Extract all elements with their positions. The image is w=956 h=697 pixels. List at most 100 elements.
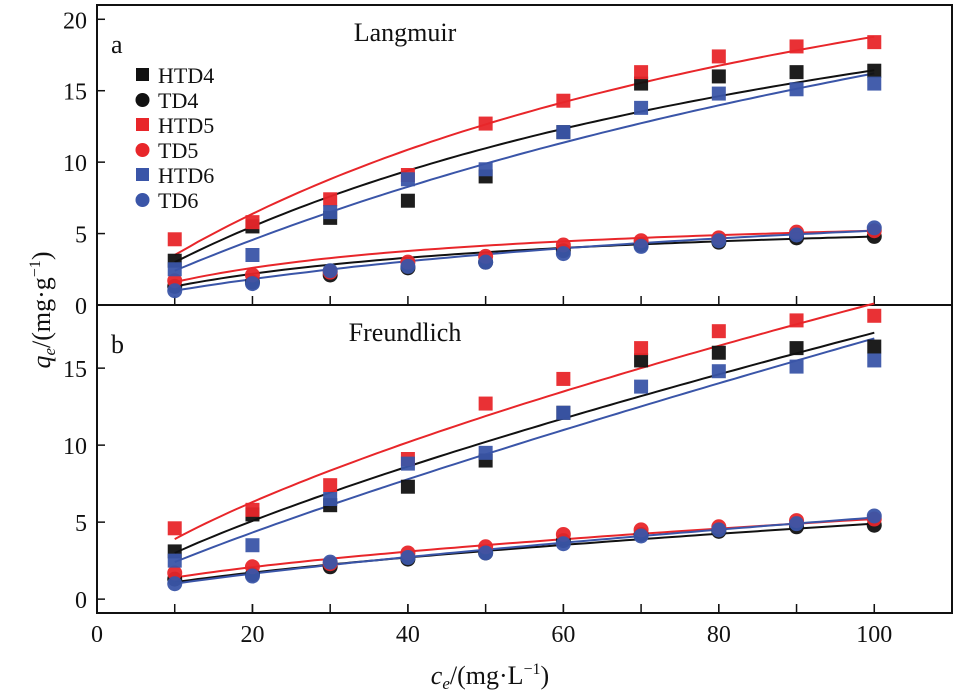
data-point <box>167 283 183 299</box>
y-tick-label: 15 <box>63 80 87 106</box>
data-point <box>478 396 493 411</box>
fit-curve-td6 <box>174 516 875 585</box>
data-point <box>789 313 804 328</box>
data-point <box>478 545 494 561</box>
data-point <box>245 502 260 517</box>
fit-curve-htd6 <box>174 337 875 564</box>
data-point <box>711 364 726 379</box>
data-point <box>478 116 493 131</box>
x-tick-label: 0 <box>91 622 103 648</box>
data-point <box>634 341 649 356</box>
legend-label: TD6 <box>158 188 198 213</box>
data-point <box>634 353 649 368</box>
data-point <box>478 445 493 460</box>
data-point <box>711 233 727 249</box>
y-tick-label: 0 <box>75 294 87 320</box>
data-point <box>245 538 260 553</box>
series-htd5 <box>167 35 882 247</box>
data-point <box>400 479 415 494</box>
data-point <box>556 371 571 386</box>
y-tick-label: 5 <box>75 223 87 249</box>
x-tick-label: 60 <box>551 622 575 648</box>
data-point <box>245 248 260 262</box>
fit-curve-td4 <box>174 522 875 584</box>
data-point <box>711 324 726 339</box>
y-tick-label: 20 <box>63 8 87 34</box>
y-axis-label: qe/(mg·g−1) <box>27 251 59 368</box>
legend-label: HTD6 <box>158 163 214 188</box>
data-point <box>400 456 415 471</box>
legend-label: TD5 <box>158 138 198 163</box>
data-point <box>478 254 494 270</box>
series-td6 <box>167 508 882 592</box>
panel-b: 0 5 10 15 0 20 40 60 80 100 b Freundlich <box>63 302 953 648</box>
data-point <box>789 39 804 54</box>
panel-frame <box>96 304 953 614</box>
data-point <box>323 205 338 220</box>
data-point <box>478 162 493 177</box>
legend-marker <box>136 68 149 81</box>
data-point <box>867 63 882 78</box>
fit-curve-htd5 <box>174 302 875 540</box>
data-point <box>634 100 649 115</box>
data-point <box>633 238 649 254</box>
data-point <box>556 405 571 420</box>
data-point <box>244 568 260 584</box>
data-point <box>555 246 571 262</box>
y-tick-label: 5 <box>75 511 87 537</box>
data-point <box>711 345 726 360</box>
data-point <box>167 565 183 581</box>
data-point <box>634 65 649 80</box>
data-point <box>789 359 804 374</box>
data-point <box>789 341 804 356</box>
x-axis-label: ce/(mg·L−1) <box>431 661 549 693</box>
data-point <box>711 522 727 538</box>
y-tick-label: 0 <box>75 588 87 614</box>
data-point <box>789 516 805 532</box>
series-htd6 <box>167 76 882 277</box>
data-point <box>867 353 882 368</box>
data-point <box>867 339 882 354</box>
data-point <box>866 508 882 524</box>
fit-curve-htd4 <box>174 69 875 263</box>
data-point <box>789 82 804 97</box>
series-htd5 <box>167 308 882 536</box>
data-point <box>633 528 649 544</box>
data-point <box>789 227 805 243</box>
data-point <box>400 193 415 208</box>
legend-label: TD4 <box>158 88 198 113</box>
panel-label: a <box>111 30 123 59</box>
data-point <box>167 576 183 592</box>
legend-marker <box>135 193 150 207</box>
data-point <box>867 76 882 91</box>
data-point <box>711 86 726 101</box>
data-point <box>323 192 338 207</box>
data-point <box>866 220 882 236</box>
data-point <box>867 35 882 50</box>
data-point <box>556 93 571 108</box>
data-point <box>400 258 416 274</box>
data-point <box>789 65 804 80</box>
fit-curve-htd4 <box>174 331 875 554</box>
x-tick-label: 40 <box>396 622 420 648</box>
legend-marker <box>135 93 150 107</box>
fit-curve-htd6 <box>174 72 875 272</box>
data-point <box>322 554 338 570</box>
data-point <box>323 492 338 507</box>
fit-curve-td4 <box>174 235 875 288</box>
data-point <box>711 49 726 64</box>
fit-curve-td6 <box>174 229 875 292</box>
data-point <box>711 69 726 84</box>
panel-title: Freundlich <box>349 318 462 347</box>
fit-curve-td5 <box>174 229 875 284</box>
panel-label: b <box>111 330 124 359</box>
data-point <box>634 379 649 394</box>
series-htd6 <box>167 353 882 568</box>
data-point <box>400 172 415 187</box>
data-point <box>634 76 649 91</box>
data-point <box>244 276 260 292</box>
legend-marker <box>135 143 150 157</box>
